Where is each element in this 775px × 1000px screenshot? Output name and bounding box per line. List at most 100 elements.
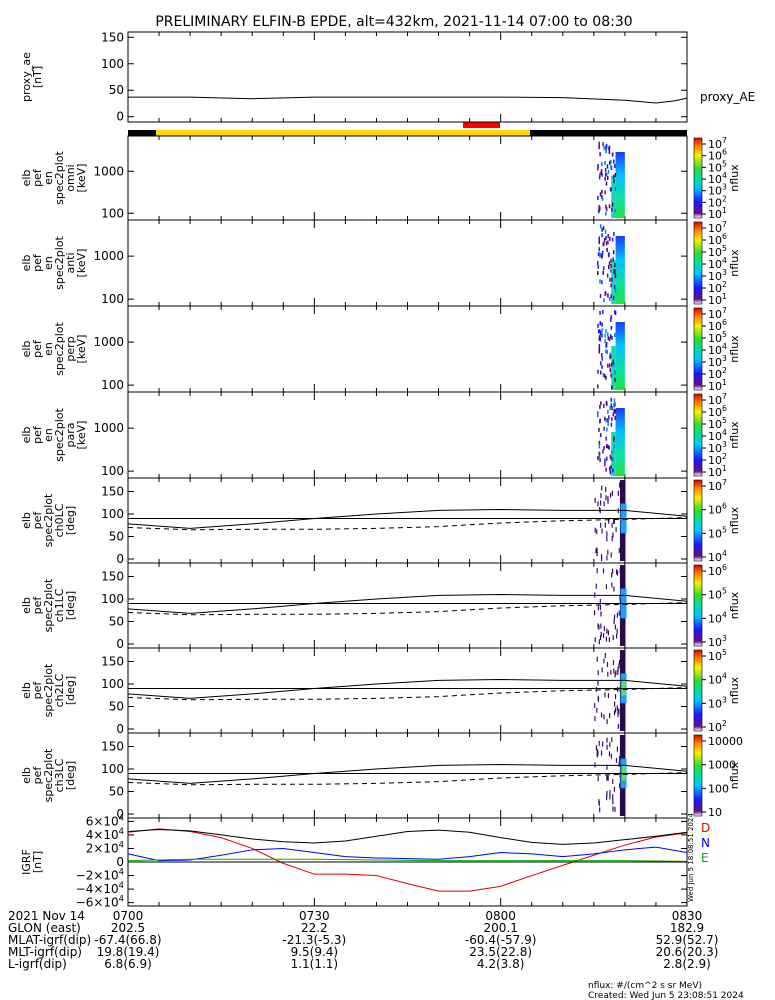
spectrum-block [611, 260, 616, 304]
footer-label: MLT-igrf(dip) [8, 945, 82, 959]
colorbar-tick-label: 104 [708, 171, 727, 186]
pa-pixel [599, 635, 602, 641]
pa-pixel [618, 610, 620, 616]
ylabel-line: pef [31, 766, 44, 785]
pa-pixel [609, 742, 611, 748]
pa-pixel [606, 555, 608, 561]
pa-pixel [609, 794, 611, 800]
spectrum-pixel [612, 457, 614, 462]
colorbar [693, 649, 703, 732]
ylabel-line: [deg] [64, 506, 77, 535]
pa-pixel [617, 669, 619, 675]
spectrum-pixel [609, 406, 611, 411]
colorbar-tick-label: 104 [708, 428, 727, 443]
spectrum-pixel [610, 354, 613, 359]
pa-pixel [603, 658, 605, 664]
spectrum-pixel [597, 369, 599, 374]
pa-pixel [615, 757, 618, 763]
spectrum-pixel [598, 427, 600, 432]
spectrum-pixel [596, 261, 599, 266]
pa-pixel [606, 628, 608, 634]
ylabel-line: ch1LC [53, 588, 66, 622]
footer-value: 202.5 [111, 921, 145, 935]
ylabel-line: [keV] [75, 249, 88, 278]
pa-pixel [606, 737, 608, 743]
colorbar-tick-label: 102 [708, 719, 727, 734]
spectrum-pixel [598, 175, 601, 180]
spectrum-pixel [601, 172, 603, 177]
spectrum-pixel [606, 164, 609, 169]
spectrum-pixel [611, 202, 614, 207]
spectrum-pixel [613, 444, 616, 449]
colorbar-tick-label: 106 [708, 232, 727, 247]
colorbar-tick-label: 103 [708, 634, 727, 649]
spectrum-pixel [604, 458, 606, 463]
colorbar-tick-label: 106 [708, 404, 727, 419]
spectrum-pixel [601, 322, 603, 327]
spectrum-pixel [599, 279, 601, 284]
ytick-label: 6×104 [86, 812, 124, 828]
spectrum-pixel [599, 418, 601, 423]
spectrum-block [615, 236, 625, 304]
ylabel-line: en [42, 256, 55, 270]
pa-pixel [615, 527, 617, 533]
spectrum-pixel [603, 403, 605, 408]
footer-value: 19.8(19.4) [97, 945, 160, 959]
spectrum-pixel [603, 426, 605, 431]
pa-pixel [596, 568, 598, 574]
spectrum-pixel [610, 283, 612, 288]
spectrum-pixel [613, 179, 615, 184]
spectrum-pixel [610, 315, 613, 320]
spectrum-pixel [597, 166, 599, 171]
pa-pixel [617, 490, 619, 496]
spectrum-pixel [608, 445, 610, 450]
pa-pixel [605, 636, 608, 642]
spectrum-pixel [606, 350, 608, 355]
pa-pixel [611, 522, 613, 528]
ytick-label: 4×104 [86, 826, 124, 842]
spectrum-pixel [611, 152, 614, 157]
spectrum-pixel [607, 234, 609, 239]
spectrum-pixel [602, 270, 604, 275]
ytick-label: 100 [101, 592, 124, 606]
ylabel-line: spec2plot [53, 322, 66, 376]
spectrum-pixel [598, 344, 601, 349]
pa-pixel [611, 737, 613, 743]
pa-pixel [612, 778, 614, 784]
spectrum-pixel [609, 277, 611, 282]
spectrum-pixel [599, 224, 602, 229]
spectrum-pixel [601, 328, 603, 333]
pa-pixel [606, 744, 608, 750]
pa-pixel [612, 794, 614, 800]
spectrum-pixel [597, 163, 599, 168]
colorbar-tick-label: 107 [708, 136, 727, 151]
anti-loss-cone-line [127, 517, 688, 531]
spectrum-pixel [612, 296, 615, 301]
spectrum-pixel [599, 404, 601, 409]
spectrum-pixel [602, 449, 604, 454]
pa-pixel [614, 701, 616, 707]
ylabel-line: [nT] [31, 66, 44, 88]
pa-pixel [607, 496, 609, 502]
spectrum-pixel [611, 277, 613, 282]
spectrum-pixel [608, 146, 610, 151]
ylabel-line: pef [31, 168, 44, 187]
colorbar-tick-label: 105 [708, 244, 727, 259]
colorbar-label: nflux [728, 506, 741, 534]
spectrum-pixel [614, 187, 617, 192]
spectrum-pixel [605, 207, 608, 212]
spectrum-pixel [599, 252, 601, 257]
footer-value: 182.9 [670, 921, 704, 935]
ylabel-line: [deg] [64, 761, 77, 790]
pa-pixel [613, 614, 616, 620]
pa-pixel [595, 548, 597, 554]
colorbar-tick-label: 104 [708, 672, 727, 687]
pa-pixel [617, 723, 620, 729]
spectrum-pixel [608, 297, 611, 302]
spectrum-pixel [604, 161, 606, 166]
colorbar [693, 137, 703, 219]
ylabel-line: para [64, 423, 77, 448]
pa-core [621, 765, 626, 781]
spectrum-pixel [598, 141, 600, 146]
